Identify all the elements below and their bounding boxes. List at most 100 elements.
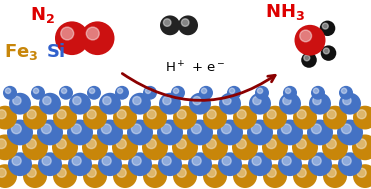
Circle shape (39, 93, 61, 115)
Circle shape (53, 106, 77, 129)
Circle shape (357, 139, 366, 149)
Circle shape (38, 152, 62, 176)
Circle shape (42, 156, 51, 165)
Circle shape (143, 86, 157, 100)
Circle shape (178, 15, 198, 35)
Circle shape (219, 93, 241, 115)
Circle shape (257, 88, 263, 94)
Circle shape (129, 93, 151, 115)
Circle shape (23, 106, 47, 129)
Circle shape (297, 110, 306, 119)
Circle shape (321, 45, 336, 61)
Circle shape (0, 106, 17, 129)
Circle shape (207, 110, 216, 119)
Circle shape (206, 139, 216, 149)
Circle shape (89, 88, 95, 94)
Circle shape (127, 120, 153, 145)
Circle shape (83, 106, 107, 129)
Circle shape (0, 168, 6, 177)
Circle shape (337, 120, 363, 145)
Circle shape (7, 120, 33, 145)
Circle shape (324, 48, 329, 54)
Circle shape (163, 19, 171, 26)
Circle shape (308, 152, 332, 176)
Circle shape (0, 139, 6, 149)
Circle shape (161, 124, 171, 134)
Circle shape (277, 120, 303, 145)
Circle shape (285, 88, 291, 94)
Circle shape (282, 124, 291, 134)
Circle shape (160, 15, 180, 35)
Circle shape (217, 120, 243, 145)
Circle shape (98, 152, 122, 176)
Circle shape (83, 164, 107, 188)
Circle shape (327, 110, 336, 119)
Circle shape (173, 164, 197, 188)
Circle shape (311, 86, 325, 100)
Circle shape (69, 93, 91, 115)
Circle shape (307, 120, 333, 145)
Circle shape (313, 88, 319, 94)
Circle shape (87, 168, 96, 177)
Circle shape (267, 110, 276, 119)
Circle shape (12, 124, 21, 134)
Circle shape (341, 88, 347, 94)
Circle shape (86, 27, 99, 40)
Circle shape (312, 156, 321, 165)
Circle shape (23, 164, 47, 188)
Circle shape (43, 97, 51, 105)
Circle shape (59, 86, 73, 100)
Circle shape (68, 152, 92, 176)
Circle shape (247, 120, 273, 145)
Circle shape (82, 134, 108, 160)
Circle shape (191, 124, 201, 134)
Circle shape (37, 120, 63, 145)
Circle shape (73, 97, 81, 105)
Circle shape (61, 27, 74, 40)
Circle shape (322, 23, 328, 29)
Circle shape (233, 164, 257, 188)
Circle shape (115, 86, 129, 100)
Circle shape (342, 156, 351, 165)
Circle shape (9, 93, 31, 115)
Text: $\mathbf{Si}$: $\mathbf{Si}$ (46, 43, 66, 61)
Text: $\mathbf{NH_3}$: $\mathbf{NH_3}$ (265, 2, 305, 22)
Circle shape (304, 55, 310, 61)
Text: $\mathbf{N_2}$: $\mathbf{N_2}$ (30, 5, 55, 25)
Circle shape (192, 156, 201, 165)
Circle shape (222, 156, 231, 165)
Circle shape (101, 124, 111, 134)
Circle shape (297, 168, 306, 177)
Circle shape (81, 21, 115, 55)
Circle shape (117, 168, 126, 177)
Text: H$^+$ + e$^-$: H$^+$ + e$^-$ (165, 60, 225, 76)
Circle shape (300, 30, 312, 42)
Circle shape (12, 156, 21, 165)
Circle shape (188, 152, 212, 176)
Circle shape (266, 139, 276, 149)
Circle shape (86, 139, 96, 149)
Circle shape (133, 97, 141, 105)
Circle shape (339, 86, 353, 100)
Circle shape (112, 134, 138, 160)
Circle shape (143, 106, 167, 129)
Circle shape (263, 106, 287, 129)
Circle shape (42, 124, 51, 134)
Circle shape (293, 106, 317, 129)
Circle shape (0, 164, 17, 188)
Circle shape (6, 88, 11, 94)
Circle shape (172, 134, 198, 160)
Circle shape (221, 124, 231, 134)
Circle shape (283, 97, 291, 105)
Circle shape (26, 139, 36, 149)
Circle shape (248, 152, 272, 176)
Circle shape (292, 134, 318, 160)
Circle shape (87, 110, 96, 119)
Circle shape (207, 168, 216, 177)
Circle shape (143, 164, 167, 188)
Circle shape (117, 88, 123, 94)
Circle shape (147, 139, 156, 149)
Text: $\mathbf{Fe_3}$: $\mathbf{Fe_3}$ (4, 42, 39, 62)
Circle shape (218, 152, 242, 176)
Circle shape (162, 156, 171, 165)
